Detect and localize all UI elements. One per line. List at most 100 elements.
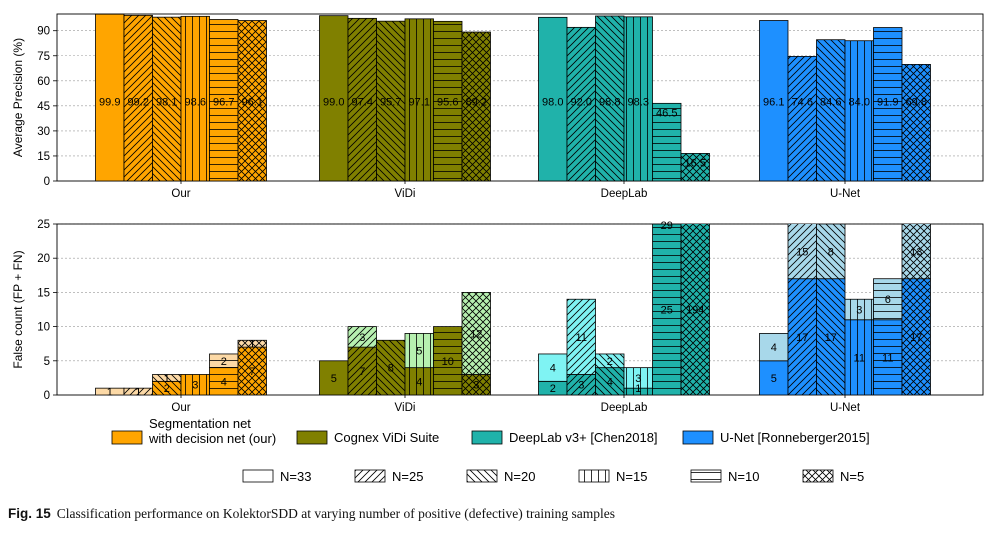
fc-fn-label: 25 [661,305,673,317]
ap-ytick-label: 75 [37,51,50,63]
ap-bar-hatch [902,64,931,181]
fc-fp-label: 2 [607,356,613,368]
fc-bar-fn-hatch [788,278,817,395]
legend-swatch-pattern [354,469,386,483]
ap-xtick-label: DeepLab [601,188,648,200]
ap-bar-hatch [845,40,874,181]
fc-xtick-label: U-Net [830,402,861,414]
fc-bar-fp [538,353,567,382]
fc-fp-label: 2 [221,356,227,368]
fc-bar-fp-hatch [152,374,181,382]
ap-xtick-label: U-Net [830,188,861,200]
ap-bar-hatch [433,21,462,182]
ap-data-label: 99.2 [128,97,149,109]
legend-label-pattern: N=25 [392,469,423,484]
legend-label-method: DeepLab v3+ [Chen2018] [509,430,658,445]
fc-ytick-label: 5 [44,356,50,368]
fc-bar-fn-hatch [873,319,902,395]
fc-fn-label: 1 [635,383,641,395]
ap-bar-hatch [124,15,153,182]
ap-data-label: 91.9 [877,97,898,109]
fc-bar-fn-hatch [652,224,681,395]
fc-bar-fp [95,388,124,395]
fc-fp-label: 8 [828,246,834,258]
fc-fp-label: 1 [164,373,170,385]
fc-fp-label: 1 [107,387,113,399]
fc-bar-fn-hatch [209,367,238,395]
ap-bar-outline [652,102,682,182]
legend-swatch-method [111,430,143,445]
ap-bar-hatch [624,16,653,181]
ap-ytick-label: 60 [37,76,50,88]
ap-data-label: 89.2 [466,97,487,109]
ap-ytick-label: 30 [37,126,50,138]
legend-swatch-method [471,430,503,445]
ap-frame [56,13,984,182]
fc-fn-label: 2 [164,383,170,395]
fc-fp-label: 13 [910,246,922,258]
fc-fp-label: 3 [359,332,365,344]
ap-bar-hatch [405,18,434,181]
fc-bar-fp-outline [816,224,846,280]
fc-bar-fp-outline [237,339,267,348]
fc-bar-fn-hatch [681,224,710,395]
fc-bar-fn-hatch [348,347,377,395]
fc-bar-fn-hatch [567,374,596,395]
ap-ylabel: Average Precision (%) [11,38,25,157]
ap-bar-outline [237,20,267,182]
fc-bar-fp-hatch [209,353,238,368]
fc-labels: 1 1 213 42715738451031224311421325291945417… [107,220,923,399]
ap-bar-hatch [595,16,624,182]
fc-bar-fp-hatch [238,340,267,348]
legend-swatch-pattern-hatch [579,470,609,482]
ap-data-label: 74.6 [792,97,813,109]
fc-fn-label: 3 [192,380,198,392]
ap-bar-hatch [181,16,210,182]
fc-fp-label: 1 [135,387,141,399]
fc-bar-fn-hatch [405,367,434,395]
legend-swatch-pattern [242,469,274,483]
ap-bar-hatch [873,27,902,181]
ap-bars [95,13,931,182]
ap-bar-hatch [681,153,710,181]
fc-bar-fp-hatch [595,353,624,368]
legend-swatch-pattern-bg [243,470,273,482]
ap-bar-hatch [152,17,181,181]
fc-fn-label: 4 [607,376,613,388]
fc-fp-label: 6 [885,294,891,306]
legend-swatch-method [296,430,328,445]
fc-fn-label: 5 [771,373,777,385]
ap-bar-hatch [567,27,596,181]
ap-ytick-label: 90 [37,26,50,38]
ap-data-label: 99.0 [323,97,344,109]
fc-bar-fn-hatch [816,278,845,395]
fc-bar-fp-outline [461,291,491,375]
ap-bar-hatch [816,39,845,181]
fc-fp-label: 12 [470,328,482,340]
fc-bar-fn-hatch [845,319,874,395]
ap-bar-hatch [238,20,267,181]
ap-bar-hatch [348,18,377,182]
fc-bar-fn [538,381,567,395]
legend-label-pattern: N=10 [728,469,759,484]
fc-bar-fn-hatch [624,388,653,395]
fc-bar-fp-outline [566,298,596,375]
ap-bar-hatch [462,32,491,182]
fc-fn-label: 7 [359,366,365,378]
fc-fp-label: 15 [796,246,808,258]
ap-xtick-label: Our [171,188,190,200]
fc-bar-fp-hatch [405,333,434,368]
fc-fp-label: 3 [635,373,641,385]
ap-data-label: 69.8 [906,97,927,109]
fc-fn-label: 10 [442,356,454,368]
fc-bars [95,224,931,395]
fc-bar-fp-outline [901,224,931,280]
ap-bar-outline [461,31,491,182]
ap-data-label: 98.1 [156,97,177,109]
fc-fp-label: 29 [661,220,673,232]
legend-swatch-pattern [690,469,722,483]
fc-ytick-label: 20 [37,253,50,265]
fc-fp-label: 1 [249,339,255,351]
fc-fn-label: 4 [416,376,422,388]
legend-label-pattern: N=15 [616,469,647,484]
